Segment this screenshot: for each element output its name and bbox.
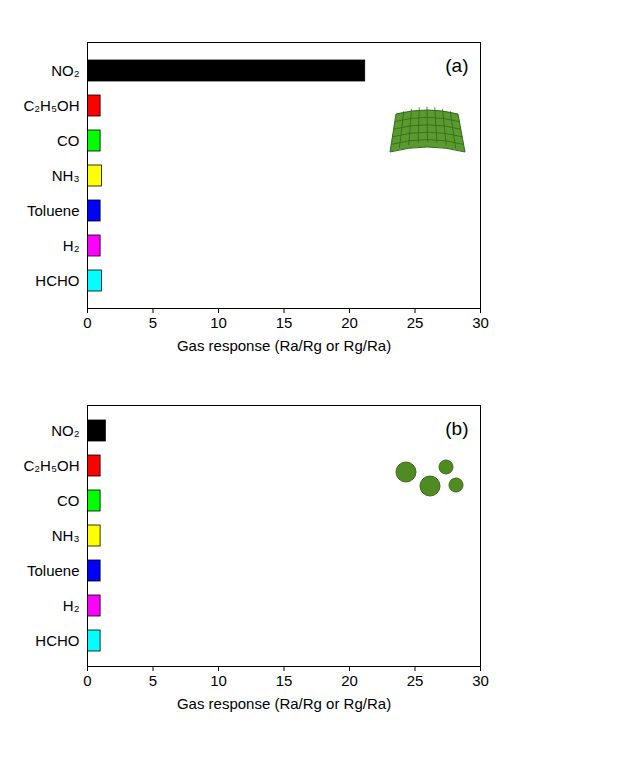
svg-text:25: 25 — [407, 672, 424, 689]
svg-text:HCHO: HCHO — [35, 272, 79, 289]
svg-text:30: 30 — [472, 314, 489, 331]
svg-text:CO: CO — [57, 492, 80, 509]
svg-text:Toluene: Toluene — [27, 202, 80, 219]
svg-text:CO: CO — [57, 132, 80, 149]
svg-text:20: 20 — [341, 672, 358, 689]
svg-text:NO₂: NO₂ — [51, 62, 80, 79]
svg-text:10: 10 — [210, 672, 227, 689]
svg-text:5: 5 — [149, 672, 157, 689]
svg-text:NH₃: NH₃ — [52, 527, 80, 544]
svg-text:30: 30 — [472, 672, 489, 689]
svg-text:Gas response (Ra/Rg or Rg/Ra): Gas response (Ra/Rg or Rg/Ra) — [177, 695, 391, 712]
svg-text:15: 15 — [276, 672, 293, 689]
svg-text:HCHO: HCHO — [35, 632, 79, 649]
svg-text:H₂: H₂ — [63, 237, 80, 254]
svg-text:C₂H₅OH: C₂H₅OH — [23, 457, 79, 474]
svg-text:10: 10 — [210, 314, 227, 331]
svg-text:(a): (a) — [445, 55, 468, 76]
svg-text:(b): (b) — [445, 418, 468, 439]
svg-text:H₂: H₂ — [63, 597, 80, 614]
svg-text:0: 0 — [83, 672, 91, 689]
svg-text:15: 15 — [276, 314, 293, 331]
svg-text:Gas response (Ra/Rg or Rg/Ra): Gas response (Ra/Rg or Rg/Ra) — [177, 337, 391, 354]
svg-text:NH₃: NH₃ — [52, 167, 80, 184]
svg-text:5: 5 — [149, 314, 157, 331]
svg-text:25: 25 — [407, 314, 424, 331]
svg-text:0: 0 — [83, 314, 91, 331]
svg-text:Toluene: Toluene — [27, 562, 80, 579]
svg-text:20: 20 — [341, 314, 358, 331]
svg-text:C₂H₅OH: C₂H₅OH — [23, 97, 79, 114]
svg-text:NO₂: NO₂ — [51, 422, 80, 439]
